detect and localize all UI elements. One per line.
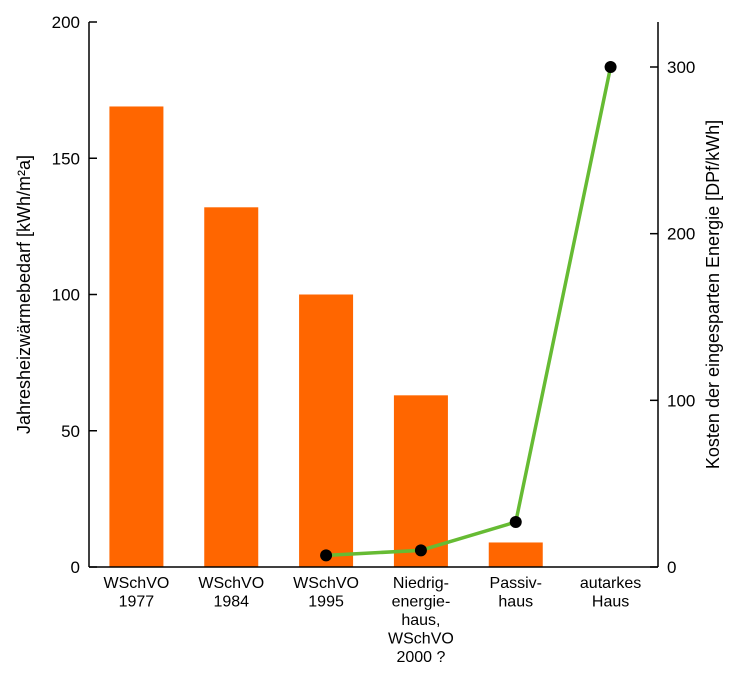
cost-line <box>325 66 613 558</box>
x-tick-label-0: WSchVO 1977 <box>104 575 170 611</box>
y-tick-label-left-4: 200 <box>52 13 80 32</box>
x-tick-label-2: WSchVO 1995 <box>293 575 359 611</box>
cost-point-3 <box>604 61 617 73</box>
axes-layer <box>88 21 659 568</box>
x-tick-label-5-line-0: autarkes <box>580 575 641 592</box>
x-tick-label-3-line-0: Niedrig- <box>393 575 449 592</box>
bar-4 <box>488 542 543 567</box>
bars-layer <box>109 106 543 568</box>
y-tick-label-left-2: 100 <box>52 286 80 305</box>
text-layer: Jahresheizwärmebedarf [kWh/m²a] Kosten d… <box>14 13 723 666</box>
bar-2 <box>299 294 354 567</box>
y-tick-label-left-1: 50 <box>61 422 80 441</box>
x-tick-label-1-line-0: WSchVO <box>198 575 264 592</box>
y-tick-label-left-0: 0 <box>71 558 80 577</box>
x-tick-label-4: Passiv-haus <box>490 575 542 611</box>
cost-point-2 <box>509 516 522 528</box>
x-tick-label-3-line-3: WSchVO <box>388 631 454 648</box>
bar-0 <box>109 106 164 567</box>
bar-1 <box>204 207 259 568</box>
x-tick-label-4-line-0: Passiv- <box>490 575 542 592</box>
x-tick-label-4-line-1: haus <box>498 594 533 611</box>
y-tick-label-left-3: 150 <box>52 149 80 168</box>
x-tick-label-3-line-1: energie- <box>392 594 451 611</box>
cost-point-0 <box>320 549 333 562</box>
x-tick-label-3-line-4: 2000 ? <box>396 649 445 666</box>
y-tick-label-right-0: 0 <box>667 558 676 577</box>
x-tick-label-2-line-0: WSchVO <box>293 575 359 592</box>
y-axis-title-left: Jahresheizwärmebedarf [kWh/m²a] <box>14 155 34 434</box>
x-tick-label-0-line-0: WSchVO <box>104 575 170 592</box>
bar-3 <box>393 395 448 567</box>
x-tick-label-2-line-1: 1995 <box>308 594 344 611</box>
x-tick-label-1-line-1: 1984 <box>213 594 249 611</box>
y-tick-label-right-1: 100 <box>667 391 695 410</box>
x-tick-label-0-line-1: 1977 <box>119 594 155 611</box>
x-tick-label-5: autarkes Haus <box>580 575 641 611</box>
x-tick-label-5-line-1: Haus <box>592 594 629 611</box>
x-tick-label-1: WSchVO 1984 <box>198 575 264 611</box>
x-tick-label-3: Niedrig-energie-haus, WSchVO 2000 ? <box>388 575 454 666</box>
y-tick-label-right-2: 200 <box>667 225 695 244</box>
line-layer <box>320 61 617 562</box>
y-tick-label-right-3: 300 <box>667 58 695 77</box>
y-axis-title-right: Kosten der eingesparten Energie [DPf/kWh… <box>703 120 723 469</box>
x-tick-label-3-line-2: haus, <box>401 612 440 629</box>
cost-point-1 <box>414 544 427 557</box>
